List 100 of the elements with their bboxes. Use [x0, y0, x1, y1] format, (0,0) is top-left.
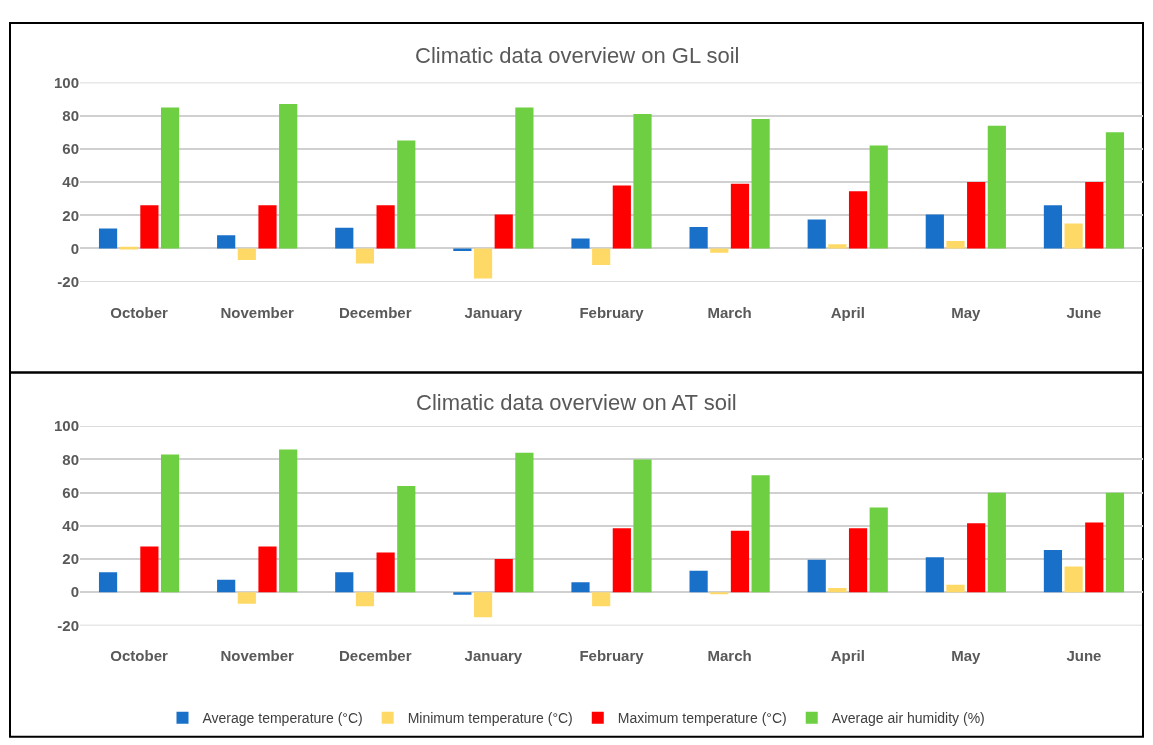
bar — [217, 579, 236, 593]
bar — [258, 205, 277, 249]
bar — [237, 592, 256, 604]
y-tick-label: 20 — [62, 550, 79, 568]
bar — [237, 248, 256, 261]
y-tick-label: 40 — [62, 173, 79, 191]
bar — [967, 523, 986, 593]
bar — [98, 572, 118, 593]
bar — [730, 530, 750, 593]
x-tick-label: December — [339, 647, 412, 665]
bar — [925, 214, 944, 249]
bar — [355, 592, 375, 607]
bar — [1064, 223, 1083, 249]
bar — [807, 219, 826, 249]
bar — [612, 528, 631, 593]
y-tick-label: -20 — [57, 616, 79, 634]
bar — [1105, 492, 1125, 593]
y-tick-label: 0 — [70, 583, 79, 601]
bar — [633, 459, 652, 593]
legend-label: Minimum temperature (°C) — [407, 710, 573, 727]
x-tick-label: April — [830, 647, 865, 665]
x-tick-label: November — [220, 647, 295, 665]
bar — [730, 183, 750, 249]
x-tick-label: June — [1066, 647, 1102, 665]
bar — [494, 559, 513, 593]
bar — [279, 449, 298, 593]
chart-title: Climatic data overview on GL soil — [415, 43, 740, 68]
y-tick-label: 20 — [62, 206, 79, 224]
bar — [571, 238, 590, 249]
x-tick-label: November — [220, 303, 295, 321]
bar — [217, 235, 236, 249]
y-tick-label: 80 — [62, 450, 79, 468]
x-tick-label: June — [1066, 303, 1102, 321]
bar — [1085, 522, 1104, 593]
bar — [160, 454, 180, 593]
chart-title: Climatic data overview on AT soil — [416, 390, 737, 415]
bar — [397, 485, 416, 593]
bar — [473, 248, 493, 279]
bar — [869, 507, 888, 593]
bar — [925, 557, 944, 593]
legend-label: Average temperature (°C) — [202, 710, 363, 727]
bar — [828, 244, 847, 249]
bar — [1043, 205, 1063, 249]
x-tick-label: April — [830, 303, 865, 321]
bar — [376, 552, 395, 593]
bar — [612, 185, 631, 249]
y-tick-label: 100 — [53, 73, 79, 91]
bar — [689, 226, 708, 249]
bar — [376, 205, 395, 249]
x-tick-label: January — [464, 303, 523, 321]
bar — [807, 559, 826, 593]
bar — [710, 248, 729, 253]
bar — [689, 570, 708, 593]
legend-label: Maximum temperature (°C) — [617, 710, 787, 727]
x-tick-label: May — [951, 647, 982, 665]
bar — [515, 107, 534, 249]
bar — [987, 125, 1006, 249]
bar — [258, 546, 277, 593]
x-tick-label: March — [707, 303, 752, 321]
bar — [967, 182, 986, 249]
bar — [140, 205, 159, 249]
bar — [140, 546, 159, 593]
x-tick-label: January — [464, 647, 523, 665]
bar — [592, 592, 611, 607]
bar — [571, 582, 590, 593]
bar — [987, 492, 1006, 593]
bar — [160, 107, 180, 249]
x-tick-label: February — [579, 647, 645, 665]
legend-label: Average air humidity (%) — [831, 710, 985, 727]
bar — [946, 241, 965, 249]
y-tick-label: 80 — [62, 106, 79, 124]
bar — [335, 227, 354, 249]
bar — [494, 214, 513, 249]
y-tick-label: 60 — [62, 483, 79, 501]
bar — [751, 475, 770, 593]
y-tick-label: -20 — [57, 272, 79, 290]
bar — [633, 114, 652, 249]
x-tick-label: December — [339, 303, 412, 321]
bar — [592, 248, 611, 266]
bar — [751, 119, 770, 249]
x-tick-label: October — [110, 303, 168, 321]
y-tick-label: 40 — [62, 517, 79, 535]
x-tick-label: February — [579, 303, 645, 321]
bar — [848, 191, 868, 249]
x-tick-label: October — [110, 647, 168, 665]
bar — [1105, 132, 1125, 249]
bar — [279, 104, 298, 249]
bar — [869, 145, 888, 249]
bar — [1064, 566, 1083, 593]
y-tick-label: 60 — [62, 140, 79, 158]
bar — [397, 140, 416, 249]
bar — [335, 572, 354, 593]
bar — [828, 588, 847, 593]
bar — [473, 592, 493, 618]
bar — [355, 248, 375, 264]
bar — [453, 248, 472, 251]
bar — [453, 592, 472, 595]
bar — [1043, 549, 1063, 593]
x-tick-label: May — [951, 303, 982, 321]
y-tick-label: 0 — [70, 239, 79, 257]
